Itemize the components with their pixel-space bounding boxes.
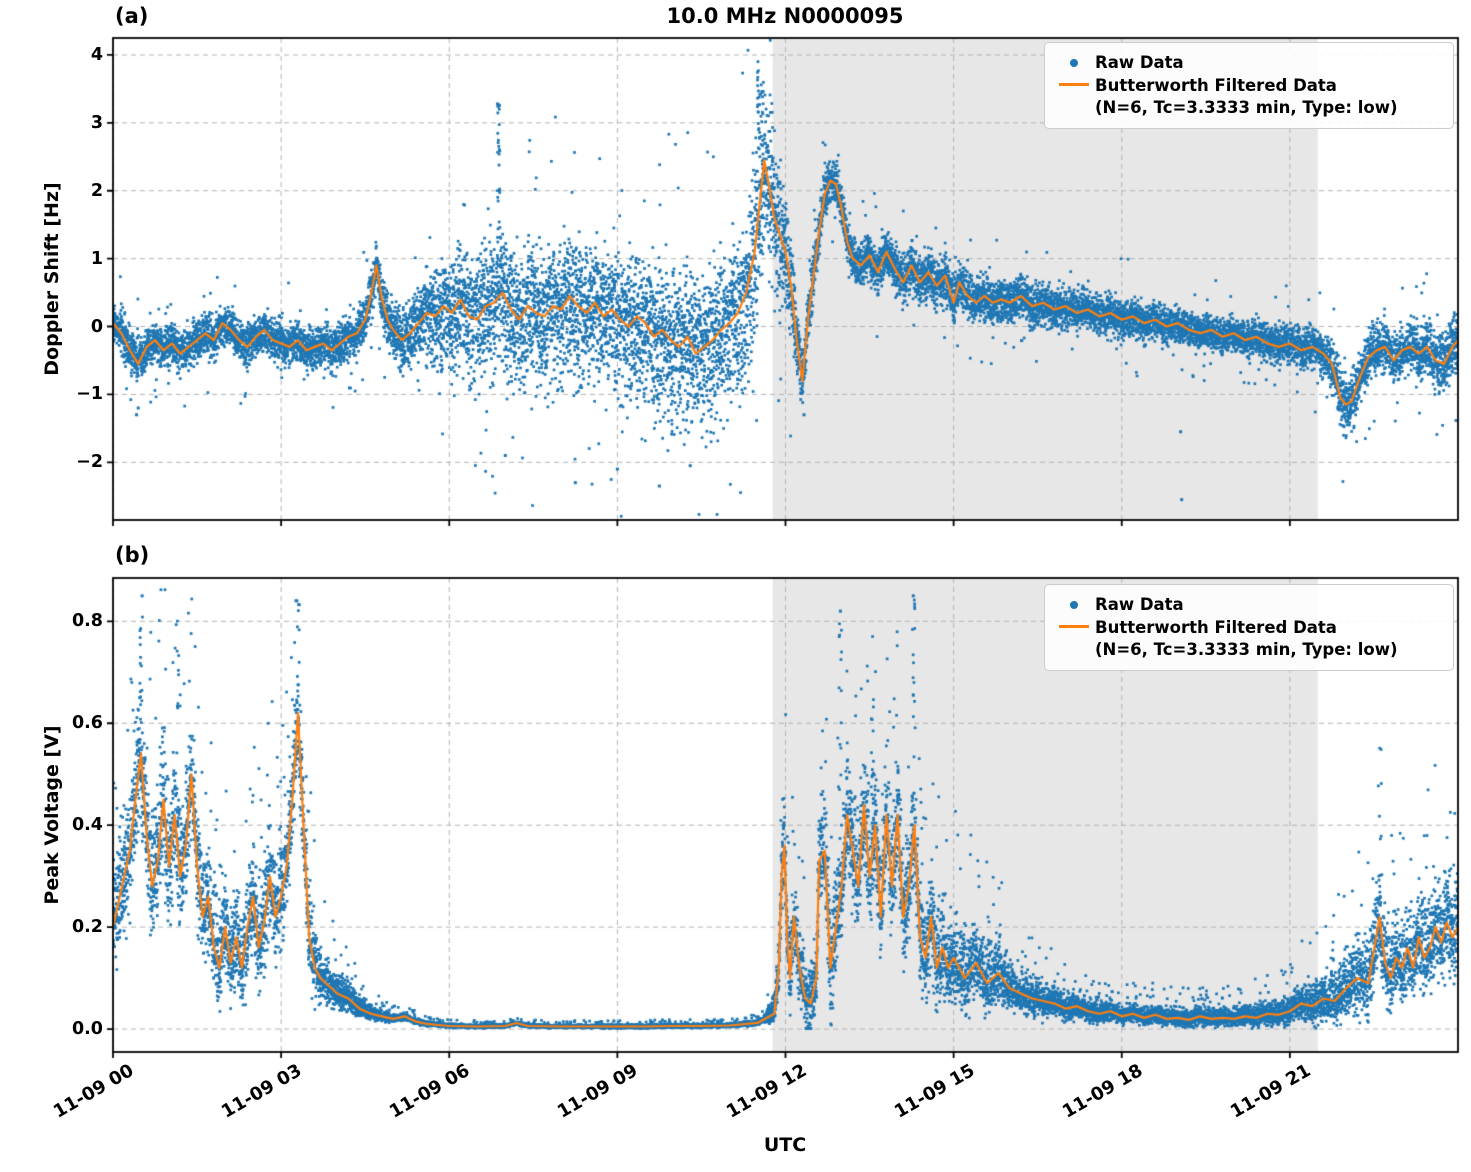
figure: 10.0 MHz N0000095 (a) (b) Doppler Shift …	[0, 0, 1471, 1172]
chart-canvas	[0, 0, 1471, 1172]
